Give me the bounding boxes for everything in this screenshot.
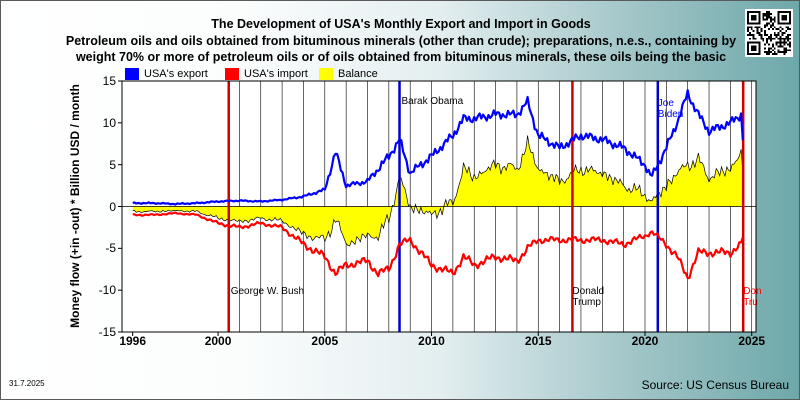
x-tick-label: 2015	[524, 334, 552, 348]
legend-label-import: USA's import	[244, 68, 308, 80]
x-tick-label: 2000	[204, 334, 232, 348]
balance-line	[132, 135, 744, 247]
chart-title: The Development of USA's Monthly Export …	[211, 17, 591, 31]
source-note: Source: US Census Bureau	[641, 378, 789, 392]
y-tick-label: -5	[105, 241, 116, 256]
y-tick-label: 15	[102, 74, 116, 88]
x-tick-label: 2010	[418, 334, 445, 348]
event-label-3: Joe Biden	[658, 98, 684, 120]
y-tick-label: 0	[109, 199, 116, 214]
chart-subtitle-line-2: weight 70% or more of petroleum oils or …	[75, 50, 727, 64]
export-line	[132, 89, 744, 206]
event-label-4: Don Tru	[743, 286, 761, 308]
y-tick-label: -15	[98, 325, 116, 339]
x-tick-label: 1996	[119, 334, 147, 348]
chart-subtitle-line-1: Petroleum oils and oils obtained from bi…	[65, 34, 737, 48]
y-tick-label: 10	[102, 115, 116, 130]
event-label-0: George W. Bush	[231, 286, 304, 297]
date-stamp: 31.7.2025	[9, 379, 45, 388]
event-label-2: Donald Trump	[572, 286, 604, 308]
qr-code-icon	[745, 9, 793, 57]
y-tick-label: -10	[98, 283, 116, 298]
legend-swatch-import	[225, 68, 239, 80]
legend-label-export: USA's export	[144, 68, 208, 80]
legend-label-balance: Balance	[338, 68, 378, 80]
y-tick-label: 5	[109, 157, 116, 172]
import-line	[132, 211, 744, 280]
event-label-1: Barak Obama	[402, 96, 464, 107]
x-tick-label: 2005	[311, 334, 339, 348]
x-tick-label: 2025	[738, 334, 766, 348]
legend-swatch-balance	[319, 68, 333, 80]
x-tick-label: 2020	[631, 334, 659, 348]
balance-area	[132, 135, 743, 246]
legend-swatch-export	[125, 68, 139, 80]
